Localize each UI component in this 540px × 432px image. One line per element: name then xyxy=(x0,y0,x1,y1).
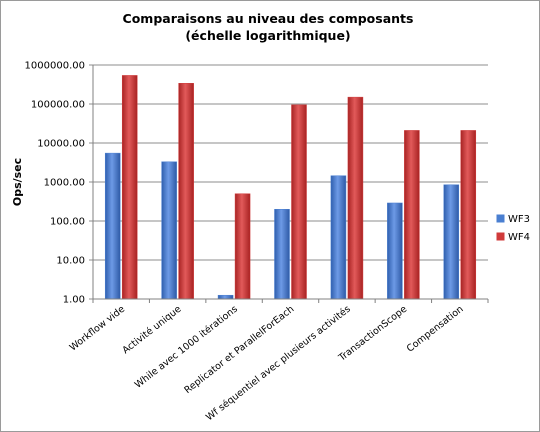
bar-wf3-1 xyxy=(161,161,177,300)
bar-wf3-2 xyxy=(217,294,234,300)
bar-wf3-4 xyxy=(330,175,347,300)
chart-title: Comparaisons au niveau des composants xyxy=(123,11,414,26)
bar-wf4-2 xyxy=(234,193,251,300)
y-tick-label: 1000000.00 xyxy=(25,61,85,72)
x-tick-label: Compensation xyxy=(405,304,466,355)
legend-swatch-wf4 xyxy=(496,232,505,241)
bar-wf3-6 xyxy=(443,184,460,300)
axes xyxy=(92,65,489,303)
legend-swatch-wf3 xyxy=(496,214,505,223)
x-tick-label: Workflow vide xyxy=(68,304,128,354)
y-tick-labels: 1.00 10.00 100.00 1000.00 10000.00 100000.00 1… xyxy=(25,61,85,306)
bars xyxy=(104,75,477,300)
y-tick-label: 100000.00 xyxy=(31,100,85,111)
bar-wf4-5 xyxy=(404,130,420,300)
bar-wf4-3 xyxy=(291,104,307,300)
bar-wf4-4 xyxy=(347,96,364,300)
y-tick-label: 10000.00 xyxy=(37,139,85,150)
y-tick-label: 1.00 xyxy=(63,295,85,306)
bar-wf3-5 xyxy=(387,202,403,300)
y-axis-label: Ops/sec xyxy=(11,158,24,206)
x-tick-label: Replicator et ParallelForEach xyxy=(182,304,296,396)
x-tick-label: While avec 1000 itérations xyxy=(133,304,240,391)
legend-label-wf4: WF4 xyxy=(508,232,530,243)
bar-wf3-0 xyxy=(104,152,121,300)
y-tick-label: 100.00 xyxy=(50,217,85,228)
legend: WF3 WF4 xyxy=(496,214,530,243)
bar-wf4-6 xyxy=(460,130,477,300)
bar-wf4-1 xyxy=(178,83,194,300)
legend-label-wf3: WF3 xyxy=(508,214,530,225)
y-tick-label: 1000.00 xyxy=(44,178,85,189)
x-tick-label: Activité unique xyxy=(120,304,183,357)
bar-wf4-0 xyxy=(121,75,138,300)
chart-subtitle: (échelle logarithmique) xyxy=(185,28,350,43)
bar-wf3-3 xyxy=(274,209,290,300)
y-tick-label: 10.00 xyxy=(56,256,85,267)
